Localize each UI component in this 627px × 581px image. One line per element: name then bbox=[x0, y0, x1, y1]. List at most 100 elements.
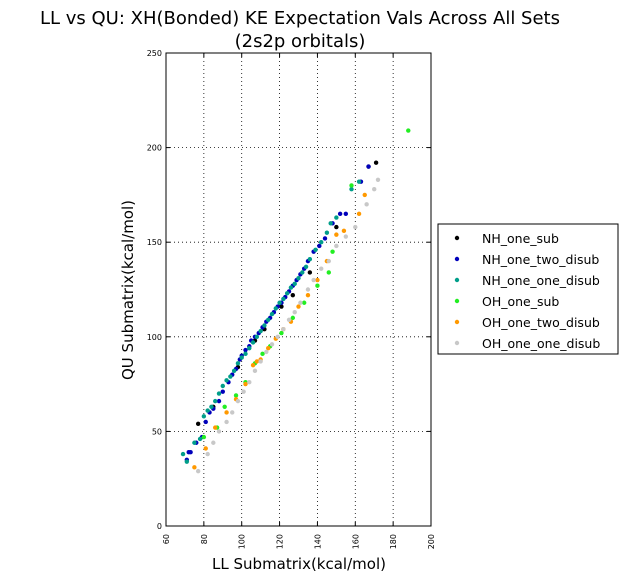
data-point bbox=[252, 368, 258, 374]
data-point bbox=[341, 228, 347, 234]
data-point bbox=[375, 177, 381, 182]
data-point bbox=[313, 247, 318, 252]
data-point bbox=[235, 361, 241, 366]
data-point bbox=[322, 236, 328, 241]
data-point bbox=[230, 410, 235, 415]
data-point bbox=[279, 304, 284, 309]
legend-label: NH_one_one_disub bbox=[482, 273, 600, 288]
legend-label: OH_one_one_disub bbox=[482, 336, 600, 351]
x-tick-label: 140 bbox=[313, 534, 322, 549]
data-point bbox=[184, 459, 190, 464]
data-point bbox=[273, 306, 278, 311]
data-point bbox=[406, 128, 411, 133]
legend-marker bbox=[454, 298, 460, 304]
data-point bbox=[337, 211, 343, 217]
data-point bbox=[269, 342, 275, 347]
data-point bbox=[275, 334, 280, 339]
data-point bbox=[209, 404, 214, 410]
legend-marker bbox=[454, 256, 460, 262]
data-point bbox=[211, 440, 216, 445]
data-point bbox=[258, 328, 263, 334]
data-point bbox=[260, 351, 265, 357]
data-point bbox=[224, 378, 229, 383]
data-point bbox=[247, 345, 252, 351]
data-point bbox=[349, 187, 354, 192]
y-tick-label: 100 bbox=[147, 333, 162, 342]
data-point bbox=[180, 451, 186, 457]
data-point bbox=[201, 414, 207, 419]
x-tick-label: 160 bbox=[351, 534, 360, 549]
data-point bbox=[288, 285, 294, 290]
data-point bbox=[281, 296, 286, 302]
data-point bbox=[301, 300, 307, 305]
data-point bbox=[315, 277, 320, 283]
x-tick-label: 180 bbox=[389, 534, 398, 549]
data-point bbox=[311, 277, 316, 283]
x-tick-label: 60 bbox=[162, 534, 171, 544]
data-point bbox=[203, 419, 208, 425]
data-point bbox=[266, 317, 271, 322]
data-point bbox=[195, 468, 201, 474]
legend-marker bbox=[454, 319, 460, 325]
data-point bbox=[277, 300, 282, 305]
legend-box bbox=[437, 223, 619, 355]
data-point bbox=[303, 264, 309, 269]
data-point bbox=[307, 257, 313, 262]
data-point bbox=[373, 160, 379, 165]
data-point bbox=[213, 398, 218, 404]
data-point bbox=[258, 359, 263, 364]
data-point bbox=[330, 249, 335, 254]
data-point bbox=[216, 429, 222, 434]
data-point bbox=[343, 234, 349, 239]
data-point bbox=[228, 374, 233, 379]
legend-label: OH_one_two_disub bbox=[482, 315, 600, 330]
data-point bbox=[315, 283, 320, 288]
data-point bbox=[250, 340, 256, 345]
y-tick-label: 200 bbox=[147, 144, 162, 153]
data-point bbox=[296, 275, 301, 281]
data-point bbox=[305, 287, 311, 292]
data-point bbox=[243, 381, 248, 387]
data-point bbox=[362, 192, 367, 198]
data-point bbox=[319, 266, 324, 271]
legend-label: NH_one_sub bbox=[482, 231, 559, 246]
axis-ticks: 60 80 100 120 140 160 180 200 0 50 100 150 200 250 bbox=[147, 49, 436, 549]
data-point bbox=[307, 270, 313, 275]
data-points bbox=[180, 128, 411, 474]
x-tick-label: 100 bbox=[238, 534, 247, 549]
data-point bbox=[216, 391, 222, 396]
y-tick-label: 150 bbox=[147, 238, 162, 247]
data-point bbox=[203, 446, 208, 451]
data-point bbox=[328, 221, 333, 226]
data-point bbox=[247, 380, 252, 385]
data-point bbox=[305, 292, 311, 298]
data-point bbox=[197, 436, 203, 442]
data-point bbox=[231, 368, 237, 374]
data-point bbox=[192, 440, 197, 445]
x-tick-label: 120 bbox=[276, 534, 285, 549]
y-tick-label: 250 bbox=[147, 49, 162, 58]
data-point bbox=[366, 164, 371, 169]
y-tick-label: 0 bbox=[157, 522, 162, 531]
data-point bbox=[292, 310, 297, 315]
x-tick-label: 200 bbox=[427, 534, 436, 549]
data-point bbox=[235, 398, 241, 404]
data-point bbox=[213, 425, 218, 430]
data-point bbox=[326, 270, 331, 275]
data-point bbox=[326, 258, 331, 264]
data-point bbox=[241, 389, 246, 394]
data-point bbox=[356, 211, 362, 217]
y-tick-label: 50 bbox=[152, 427, 162, 436]
legend-marker bbox=[454, 235, 460, 241]
data-point bbox=[233, 393, 239, 398]
data-point bbox=[220, 389, 225, 394]
data-point bbox=[262, 323, 267, 328]
plot-area: 60 80 100 120 140 160 180 200 0 50 100 150 200 250 bbox=[147, 49, 436, 549]
data-point bbox=[284, 291, 290, 296]
data-point bbox=[222, 404, 227, 410]
data-point bbox=[224, 419, 229, 425]
data-point bbox=[290, 292, 296, 298]
data-point bbox=[250, 362, 256, 368]
data-point bbox=[201, 434, 207, 440]
data-point bbox=[356, 179, 362, 184]
